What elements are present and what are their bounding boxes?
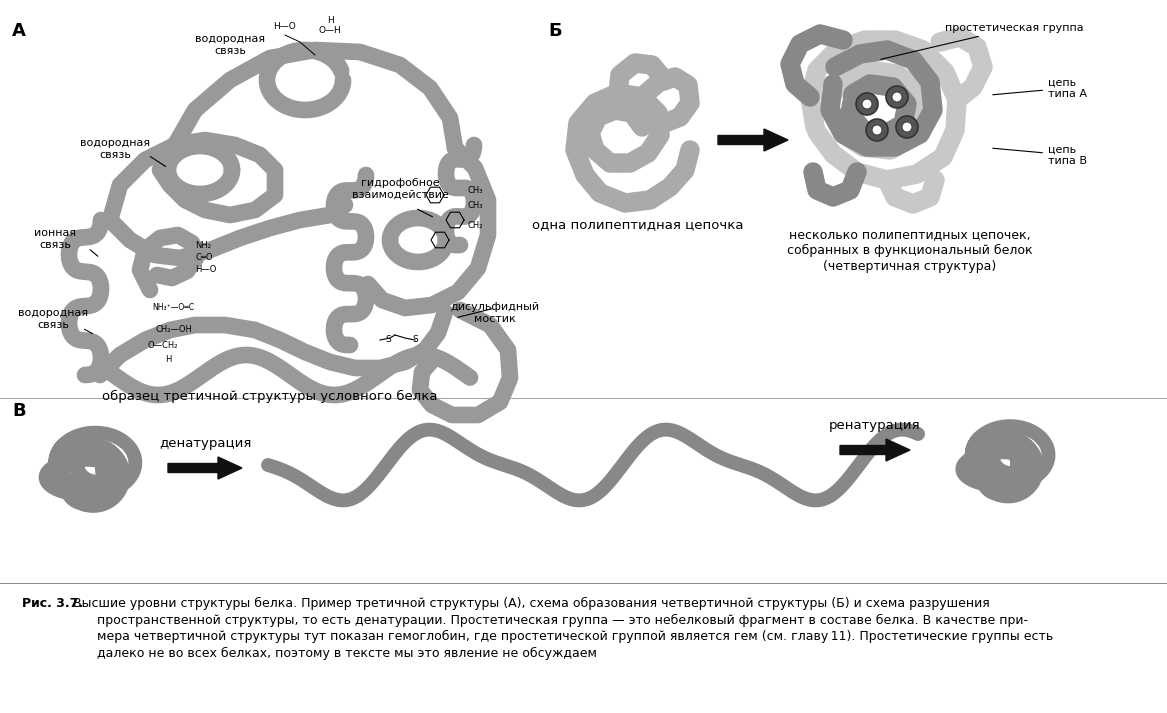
Text: NH₃⁺—O═C: NH₃⁺—O═C <box>152 303 194 312</box>
Text: H: H <box>165 355 172 364</box>
Text: CH₃: CH₃ <box>468 186 483 195</box>
Polygon shape <box>718 129 788 151</box>
Text: цепь
типа А: цепь типа А <box>993 77 1086 99</box>
Polygon shape <box>840 439 910 461</box>
Text: H—O: H—O <box>195 265 216 274</box>
Text: H: H <box>327 16 334 25</box>
Text: (четвертичная структура): (четвертичная структура) <box>824 260 997 273</box>
Text: В: В <box>12 402 26 420</box>
Text: одна полипептидная цепочка: одна полипептидная цепочка <box>532 218 743 231</box>
Text: ренатурация: ренатурация <box>830 419 921 432</box>
Circle shape <box>902 122 911 132</box>
Text: собранных в функциональный белок: собранных в функциональный белок <box>788 244 1033 257</box>
Text: CH₂: CH₂ <box>468 221 483 230</box>
Text: C═O: C═O <box>195 253 212 262</box>
Text: ионная
связь: ионная связь <box>34 228 76 250</box>
Circle shape <box>857 93 878 115</box>
Text: водородная
связь: водородная связь <box>18 308 88 329</box>
Text: денатурация: денатурация <box>159 437 251 450</box>
Text: мера четвертичной структуры тут показан гемоглобин, где простетической группой я: мера четвертичной структуры тут показан … <box>65 630 1054 643</box>
Text: гидрофобное
взаимодействие: гидрофобное взаимодействие <box>351 178 448 200</box>
Text: CH₂—OH: CH₂—OH <box>155 325 191 334</box>
Text: O—CH₂: O—CH₂ <box>148 341 179 350</box>
Text: А: А <box>12 22 26 40</box>
Text: O—H: O—H <box>319 26 342 35</box>
Text: водородная
связь: водородная связь <box>195 34 265 56</box>
Text: CH₃: CH₃ <box>468 201 483 210</box>
Text: Б: Б <box>548 22 561 40</box>
Text: S: S <box>385 335 391 344</box>
Text: NH₂: NH₂ <box>195 241 211 250</box>
Polygon shape <box>168 457 242 479</box>
Text: H—O: H—O <box>273 22 296 31</box>
Text: несколько полипептидных цепочек,: несколько полипептидных цепочек, <box>789 228 1030 241</box>
Text: простетическая группа: простетическая группа <box>881 23 1084 59</box>
Circle shape <box>896 116 918 138</box>
Circle shape <box>866 119 888 141</box>
Text: образец третичной структуры условного белка: образец третичной структуры условного бе… <box>103 390 438 403</box>
Text: S: S <box>412 335 418 344</box>
Text: пространственной структуры, то есть денатурации. Простетическая группа — это неб: пространственной структуры, то есть дена… <box>65 613 1028 627</box>
Circle shape <box>886 86 908 108</box>
Text: Высшие уровни структуры белка. Пример третичной структуры (А), схема образования: Высшие уровни структуры белка. Пример тр… <box>65 597 990 610</box>
Text: далеко не во всех белках, поэтому в тексте мы это явление не обсуждаем: далеко не во всех белках, поэтому в текс… <box>65 647 598 660</box>
Circle shape <box>892 92 902 102</box>
Text: цепь
типа В: цепь типа В <box>993 144 1086 166</box>
Text: водородная
связь: водородная связь <box>79 138 151 160</box>
Text: дисульфидный
мостик: дисульфидный мостик <box>450 302 539 324</box>
Circle shape <box>862 99 872 109</box>
Circle shape <box>872 125 882 135</box>
Text: Рис. 3.7.: Рис. 3.7. <box>22 597 83 610</box>
